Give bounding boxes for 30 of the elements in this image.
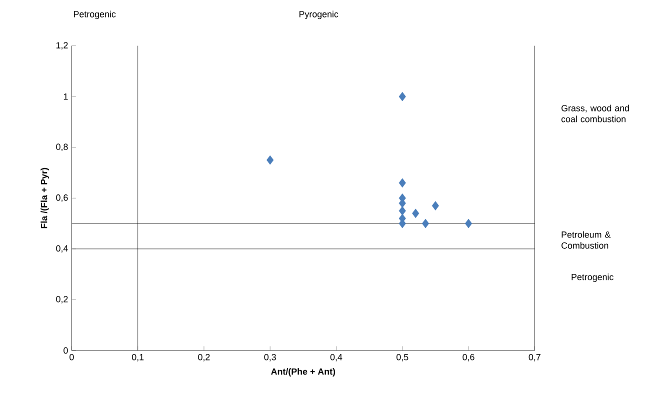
x-tick-label: 0,7	[528, 354, 540, 362]
point	[432, 201, 439, 210]
y-tick-label: 0	[64, 347, 68, 354]
point	[422, 218, 430, 228]
text: Petroleum & Combustion	[562, 231, 611, 249]
x-tick-label: 0,6	[462, 354, 474, 362]
x-tick-label: 0,1	[132, 354, 144, 362]
point	[398, 178, 406, 188]
y-tick-label: 0,8	[56, 144, 68, 151]
y-tick-label: 0,4	[56, 245, 68, 253]
point	[398, 206, 406, 216]
point	[266, 155, 274, 165]
x-tick-label: 0,2	[198, 354, 210, 362]
y-tick-label: 1	[64, 93, 68, 100]
y-tick-label: 0,6	[56, 194, 68, 202]
text: Petrogenic	[74, 10, 116, 20]
y-tick-label: 1,2	[56, 42, 68, 50]
text: Grass, wood and coal combustion	[561, 104, 629, 122]
text: Petrogenic	[572, 274, 614, 282]
point	[464, 218, 472, 228]
point	[412, 208, 420, 218]
text: Pyrogenic	[299, 10, 338, 20]
point	[398, 92, 406, 102]
y-axis-title: Fla /(Fla + Pyr)	[40, 168, 49, 228]
x-axis-title: Ant/(Phe + Ant)	[271, 368, 336, 376]
x-tick-label: 0,3	[264, 354, 276, 362]
y-tick-label: 0,2	[56, 296, 68, 304]
x-tick-label: 0,5	[396, 354, 408, 362]
x-tick-label: 0	[70, 354, 74, 360]
x-tick-label: 0,4	[330, 354, 342, 362]
